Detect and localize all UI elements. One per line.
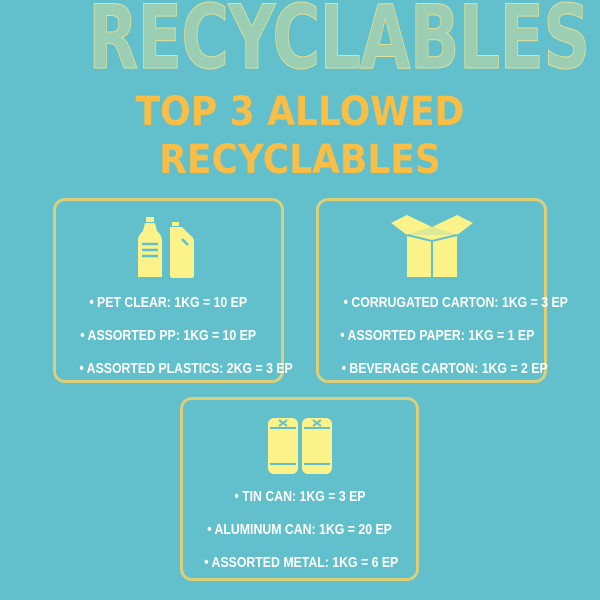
list-item: • PET CLEAR: 1KG = 10 EP — [89, 294, 248, 311]
paper-card: • CORRUGATED CARTON: 1KG = 3 EP • ASSORT… — [316, 198, 568, 383]
background-word-wrap: RECYCLABLES — [0, 0, 600, 82]
metal-card: • TIN CAN: 1KG = 3 EP • ALUMINUM CAN: 1K… — [180, 397, 419, 581]
list-item: • ASSORTED PLASTICS: 2KG = 3 EP — [79, 360, 293, 377]
cans-icon — [267, 418, 332, 474]
title-line-1: TOP 3 ALLOWED — [135, 89, 465, 135]
title-line-2: RECYCLABLES — [159, 137, 441, 183]
list-item: • TIN CAN: 1KG = 3 EP — [233, 488, 366, 505]
list-item: • ALUMINUM CAN: 1KG = 20 EP — [207, 521, 392, 538]
list-item: • BEVERAGE CARTON: 1KG = 2 EP — [341, 360, 548, 377]
plastics-card: • PET CLEAR: 1KG = 10 EP • ASSORTED PP: … — [53, 198, 293, 383]
list-item: • ASSORTED PAPER: 1KG = 1 EP — [340, 327, 535, 344]
background-word: RECYCLABLES — [88, 0, 591, 89]
list-item: • ASSORTED METAL: 1KG = 6 EP — [204, 554, 399, 571]
list-item: • ASSORTED PP: 1KG = 10 EP — [80, 327, 257, 344]
plastic-bottles-icon — [137, 217, 194, 278]
list-item: • CORRUGATED CARTON: 1KG = 3 EP — [343, 294, 568, 311]
cardboard-box-icon — [390, 215, 473, 277]
